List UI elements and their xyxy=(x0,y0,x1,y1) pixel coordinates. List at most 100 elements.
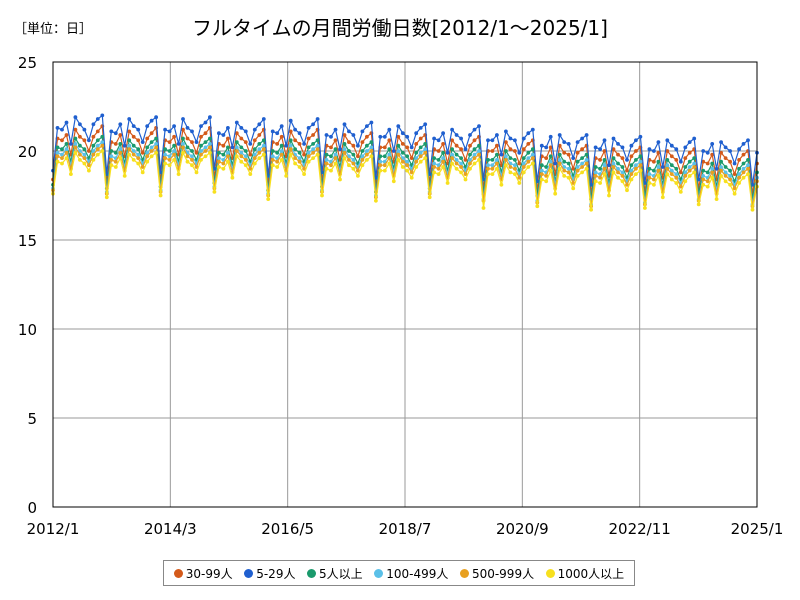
data-point xyxy=(82,161,87,166)
data-point xyxy=(185,126,190,130)
data-point xyxy=(620,174,625,178)
x-tick-label: 2025/1 xyxy=(731,520,784,538)
data-point xyxy=(521,165,526,169)
data-point xyxy=(737,175,741,180)
data-point xyxy=(665,138,670,143)
data-point xyxy=(194,170,199,175)
data-point xyxy=(732,191,737,196)
data-point xyxy=(629,172,634,177)
data-point xyxy=(73,142,78,146)
data-point xyxy=(674,172,679,177)
data-point xyxy=(557,152,562,157)
data-point xyxy=(293,127,297,132)
data-point xyxy=(252,161,257,166)
data-point xyxy=(338,177,342,182)
data-point xyxy=(261,138,266,143)
data-point xyxy=(342,156,347,161)
data-point xyxy=(190,154,194,159)
data-point xyxy=(333,152,338,157)
data-point xyxy=(154,150,159,155)
data-point xyxy=(719,174,723,178)
data-point xyxy=(275,159,280,164)
data-point xyxy=(625,188,629,193)
data-point xyxy=(95,129,100,134)
data-point xyxy=(634,172,638,177)
data-point xyxy=(154,145,159,150)
data-point xyxy=(163,127,168,132)
data-point xyxy=(199,158,203,162)
data-point xyxy=(521,161,526,166)
data-point xyxy=(302,172,306,177)
data-point xyxy=(100,134,105,139)
y-tick-label: 15 xyxy=(18,232,37,250)
data-point xyxy=(95,147,100,152)
data-point xyxy=(109,129,114,134)
data-point xyxy=(365,149,369,153)
data-point xyxy=(234,154,239,159)
data-point xyxy=(669,172,674,177)
data-point xyxy=(701,182,706,187)
data-point xyxy=(589,207,593,212)
data-point xyxy=(418,136,423,141)
data-point xyxy=(382,134,387,139)
data-point xyxy=(360,163,365,168)
data-point xyxy=(288,152,293,157)
data-point xyxy=(683,174,688,178)
data-point xyxy=(732,186,737,191)
data-point xyxy=(387,152,392,157)
data-point xyxy=(167,140,172,145)
data-point xyxy=(239,150,244,155)
data-point xyxy=(69,172,73,177)
data-point xyxy=(459,165,463,169)
legend-item: 500-999人 xyxy=(459,565,534,582)
data-point xyxy=(226,145,230,150)
data-point xyxy=(329,163,333,168)
data-point xyxy=(324,166,329,171)
data-point xyxy=(445,181,450,185)
data-point xyxy=(723,170,728,175)
data-point xyxy=(701,168,706,173)
data-point xyxy=(163,156,168,161)
data-point xyxy=(284,174,289,178)
data-point xyxy=(109,154,114,159)
data-point xyxy=(432,165,436,169)
data-point xyxy=(315,138,320,143)
data-point xyxy=(95,143,100,148)
data-point xyxy=(701,177,706,182)
data-point xyxy=(737,172,741,177)
data-point xyxy=(441,131,445,136)
data-point xyxy=(91,158,96,162)
data-point xyxy=(611,147,616,152)
data-point xyxy=(234,140,239,145)
data-point xyxy=(495,152,499,157)
data-point xyxy=(548,134,553,139)
data-point xyxy=(297,150,302,155)
data-point xyxy=(513,149,517,153)
data-point xyxy=(239,154,244,159)
data-point xyxy=(454,161,459,166)
data-point xyxy=(145,136,150,141)
data-point xyxy=(746,138,750,143)
data-point xyxy=(185,154,190,159)
plot-area-frame xyxy=(52,61,758,508)
data-point xyxy=(199,152,203,157)
data-point xyxy=(584,158,589,162)
data-point xyxy=(118,122,123,127)
data-point xyxy=(665,166,670,171)
data-point xyxy=(365,158,369,162)
data-point xyxy=(315,117,320,121)
data-point xyxy=(221,152,226,157)
data-point xyxy=(382,163,387,168)
data-point xyxy=(508,165,513,169)
data-point xyxy=(158,193,163,198)
data-point xyxy=(136,156,141,161)
data-point xyxy=(311,147,315,152)
data-point xyxy=(252,152,257,157)
data-point xyxy=(275,150,280,155)
data-point xyxy=(172,143,177,148)
data-point xyxy=(454,166,459,171)
data-point xyxy=(324,158,329,162)
data-point xyxy=(190,140,194,145)
data-point xyxy=(288,138,293,143)
data-point xyxy=(477,124,481,128)
